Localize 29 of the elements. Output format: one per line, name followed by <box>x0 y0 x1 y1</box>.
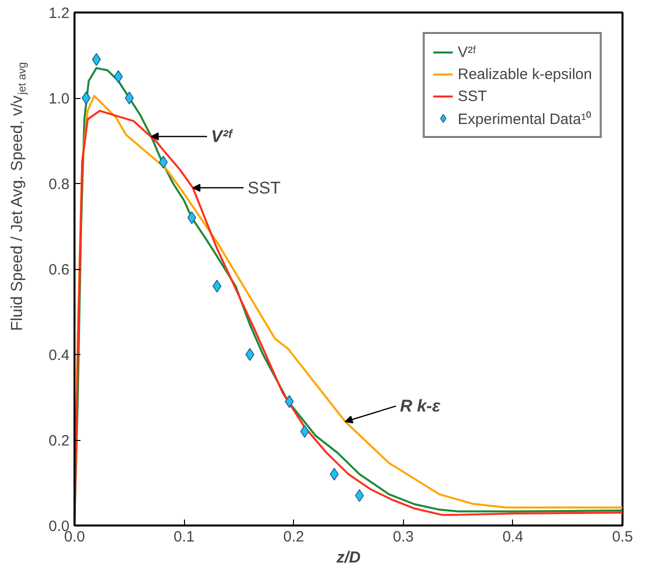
point <box>330 468 339 481</box>
point <box>245 348 254 361</box>
legend-label: Experimental Data¹⁰ <box>458 110 592 128</box>
x-tick-label: 0.3 <box>392 528 414 546</box>
y-tick-label: 0.2 <box>48 432 70 450</box>
x-tick-label: 0.2 <box>283 528 304 546</box>
annotation: SST <box>248 178 281 198</box>
legend-label: Realizable k-epsilon <box>458 66 592 82</box>
x-axis-title: z/D <box>336 550 361 566</box>
y-tick-label: 0.8 <box>48 176 70 193</box>
y-tick-label: 0.6 <box>48 262 70 278</box>
y-tick-label: 1.2 <box>48 5 70 22</box>
point <box>82 92 91 104</box>
legend-label: SST <box>458 88 487 104</box>
point <box>158 156 168 169</box>
x-tick-label: 0.5 <box>612 528 633 546</box>
x-tick-label: 0.1 <box>174 528 195 546</box>
point <box>114 70 123 84</box>
y-axis-title: Fluid Speed / Jet Avg. Speed, v/vjet avg <box>9 62 28 331</box>
y-tick-label: 1.0 <box>48 90 70 108</box>
point <box>124 92 134 104</box>
point <box>300 425 310 438</box>
annotation: V²ᶠ <box>211 126 234 146</box>
point <box>187 211 196 224</box>
y-tick-label: 0.4 <box>48 347 70 364</box>
x-tick-label: 0.4 <box>502 528 524 546</box>
annotation: R k-ε <box>400 396 442 416</box>
point <box>284 395 294 408</box>
legend-label: V²ᶠ <box>458 44 478 60</box>
